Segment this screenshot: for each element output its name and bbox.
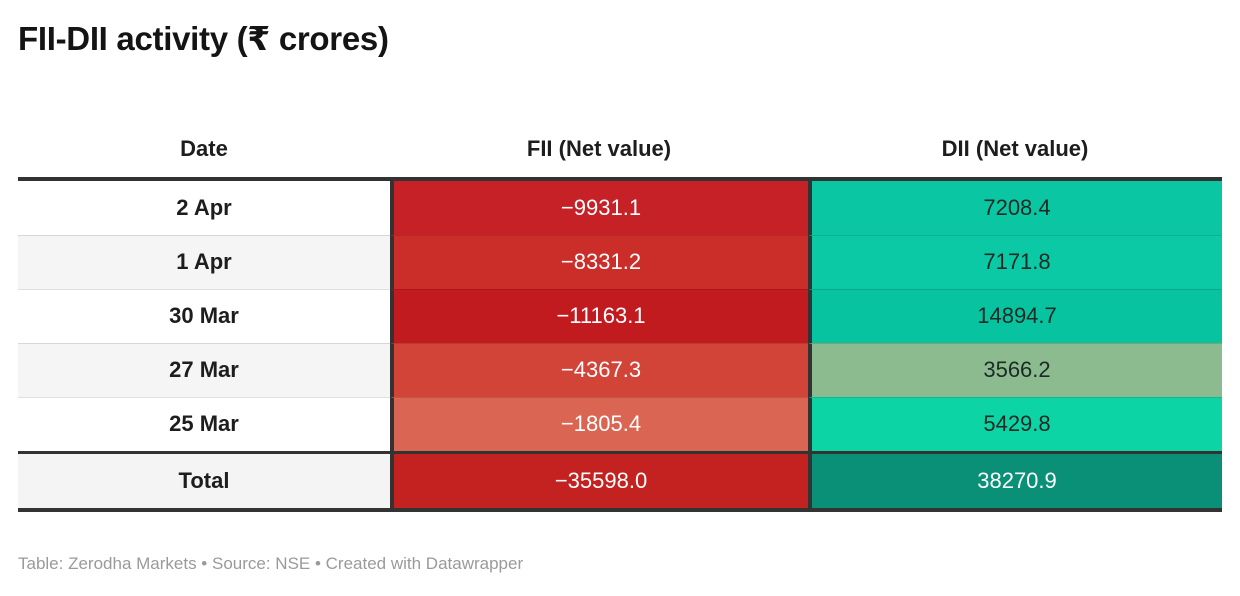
fii-value-cell: −9931.1 [390, 180, 808, 235]
page-title: FII-DII activity (₹ crores) [18, 20, 389, 57]
date-cell: 2 Apr [18, 180, 390, 235]
dii-value-cell: 7171.8 [808, 234, 1222, 289]
total-row: Total −35598.0 38270.9 [18, 450, 1222, 512]
fii-value-cell: −11163.1 [390, 288, 808, 343]
table-row: 25 Mar −1805.4 5429.8 [18, 396, 1222, 451]
fii-value-cell: −8331.2 [390, 234, 808, 289]
fii-dii-table: Date FII (Net value) DII (Net value) 2 A… [18, 122, 1222, 512]
table-header-row: Date FII (Net value) DII (Net value) [18, 122, 1222, 181]
table-row: 30 Mar −11163.1 14894.7 [18, 288, 1222, 343]
footer-attribution: Table: Zerodha Markets • Source: NSE • C… [18, 553, 524, 573]
table-row: 27 Mar −4367.3 3566.2 [18, 342, 1222, 397]
date-cell: 30 Mar [18, 288, 390, 343]
column-header-fii: FII (Net value) [526, 136, 672, 162]
date-cell: 25 Mar [18, 396, 390, 451]
table-row: 1 Apr −8331.2 7171.8 [18, 234, 1222, 289]
column-header-date: Date [180, 136, 228, 162]
table-row: 2 Apr −9931.1 7208.4 [18, 180, 1222, 235]
page: FII-DII activity (₹ crores) Date FII (Ne… [18, 20, 1222, 573]
total-label-cell: Total [18, 453, 390, 508]
dii-value-cell: 7208.4 [808, 180, 1222, 235]
fii-value-cell: −1805.4 [390, 396, 808, 451]
date-cell: 27 Mar [18, 342, 390, 397]
date-cell: 1 Apr [18, 234, 390, 289]
dii-value-cell: 14894.7 [808, 288, 1222, 343]
total-fii-cell: −35598.0 [390, 453, 808, 508]
dii-value-cell: 3566.2 [808, 342, 1222, 397]
dii-value-cell: 5429.8 [808, 396, 1222, 451]
fii-value-cell: −4367.3 [390, 342, 808, 397]
total-dii-cell: 38270.9 [808, 453, 1222, 508]
column-header-dii: DII (Net value) [941, 136, 1089, 162]
